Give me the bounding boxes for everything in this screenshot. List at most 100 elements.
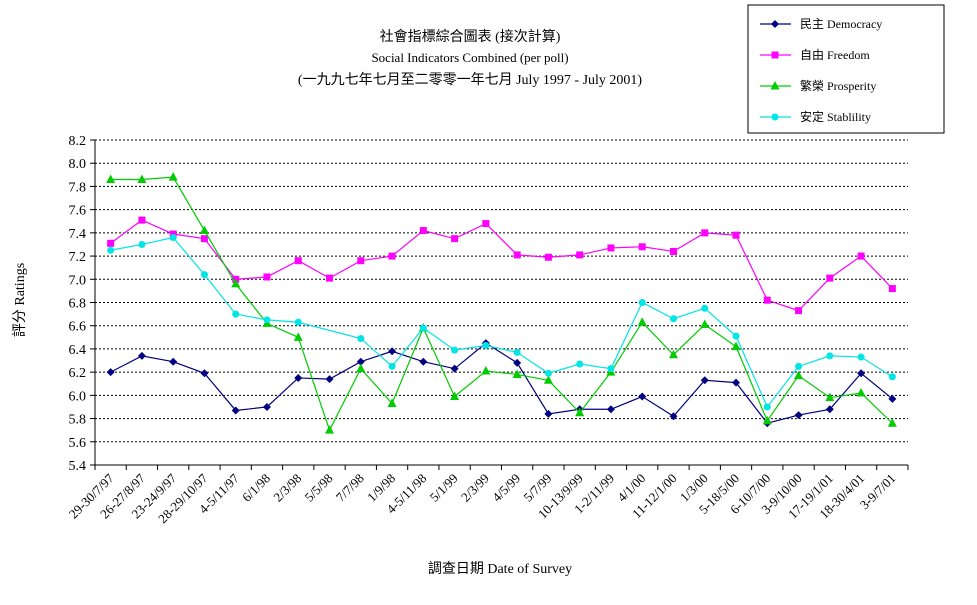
y-tick-label: 7.8 — [69, 180, 87, 195]
data-point — [888, 394, 897, 403]
series-0 — [106, 339, 897, 428]
data-point — [482, 341, 490, 349]
data-point — [481, 365, 491, 375]
data-point — [200, 369, 209, 378]
data-point — [771, 113, 779, 121]
data-point — [138, 240, 146, 248]
series-line — [110, 176, 893, 432]
data-point — [513, 348, 521, 356]
data-point — [451, 235, 459, 243]
data-point — [576, 251, 584, 259]
data-point — [857, 252, 865, 260]
data-point — [888, 285, 896, 293]
data-point — [763, 296, 771, 304]
data-point — [513, 358, 522, 367]
y-tick-label: 7.6 — [69, 204, 87, 219]
data-point — [770, 81, 780, 90]
data-point — [106, 174, 116, 183]
data-point — [263, 316, 271, 324]
data-point — [387, 398, 397, 407]
y-tick-label: 6.8 — [69, 297, 87, 312]
data-point — [794, 370, 804, 380]
data-point — [169, 357, 178, 366]
data-point — [544, 253, 552, 261]
x-tick-label: 2/3/99 — [458, 471, 492, 505]
y-tick-label: 8.0 — [69, 157, 87, 172]
x-tick-label: 3-9/7/01 — [857, 471, 899, 513]
data-point — [231, 278, 241, 288]
data-point — [637, 317, 647, 326]
data-point — [388, 252, 396, 260]
x-tick-label: 4/5/99 — [489, 471, 523, 505]
y-tick-label: 7.4 — [69, 227, 87, 242]
series-layer — [106, 172, 897, 434]
data-point — [356, 357, 365, 366]
data-point — [762, 415, 772, 425]
data-point — [732, 231, 740, 239]
data-point — [826, 274, 834, 282]
data-point — [669, 315, 677, 323]
legend-label: 民主 Democracy — [800, 17, 882, 31]
data-point — [701, 229, 709, 237]
data-point — [263, 273, 271, 281]
data-point — [106, 368, 115, 377]
data-point — [450, 391, 460, 401]
data-point — [294, 257, 302, 265]
x-tick-label: 6/1/98 — [239, 471, 273, 505]
y-tick-label: 6.0 — [69, 389, 87, 404]
x-tick-label: 5/1/99 — [427, 471, 461, 505]
data-point — [199, 225, 209, 235]
data-point — [512, 369, 522, 378]
data-point — [669, 412, 678, 421]
data-point — [606, 405, 615, 414]
x-tick-label: 5/5/98 — [302, 471, 336, 505]
data-point — [137, 351, 146, 360]
data-point — [668, 349, 678, 359]
data-point — [137, 174, 147, 183]
data-point — [200, 235, 208, 243]
data-point — [607, 244, 615, 252]
x-tick-label: 2/3/98 — [270, 471, 304, 505]
data-point — [771, 20, 779, 28]
data-point — [669, 247, 677, 255]
y-tick-label: 5.6 — [69, 436, 87, 451]
legend-label: 安定 Stablility — [800, 109, 871, 124]
data-point — [700, 319, 710, 329]
data-point — [638, 243, 646, 251]
data-point — [771, 51, 779, 59]
data-point — [231, 406, 240, 415]
data-point — [826, 352, 834, 360]
data-point — [326, 274, 334, 282]
data-point — [200, 271, 208, 279]
series-3 — [107, 234, 896, 411]
data-point — [293, 332, 303, 341]
chart-subtitle-2: (一九九七年七月至二零零一年七月 July 1997 - July 2001) — [298, 72, 642, 88]
y-tick-label: 8.2 — [69, 134, 87, 149]
data-point — [356, 363, 366, 373]
x-tick-label: 7/7/98 — [333, 471, 367, 505]
data-point — [357, 334, 365, 342]
data-point — [638, 299, 646, 306]
y-tick-label: 6.2 — [69, 366, 87, 381]
series-line — [110, 219, 893, 312]
data-point — [638, 392, 647, 401]
data-point — [795, 362, 803, 370]
data-point — [107, 246, 115, 254]
data-point — [794, 411, 803, 420]
series-line — [110, 342, 893, 424]
data-point — [576, 360, 584, 368]
data-point — [419, 324, 427, 332]
data-point — [543, 375, 553, 384]
data-point — [482, 220, 490, 228]
data-point — [887, 418, 897, 427]
y-tick-label: 7.2 — [69, 250, 87, 265]
data-point — [701, 304, 709, 312]
data-point — [731, 341, 741, 351]
data-point — [825, 392, 835, 402]
axes: 5.4 5.6 5.8 6.0 6.2 6.4 6.6 6.8 7.0 7.2 7.4 7.6 7.8 8… — [66, 134, 909, 526]
y-tick-label: 6.4 — [69, 343, 87, 358]
data-point — [168, 172, 178, 181]
y-tick-label: 5.4 — [69, 459, 87, 474]
